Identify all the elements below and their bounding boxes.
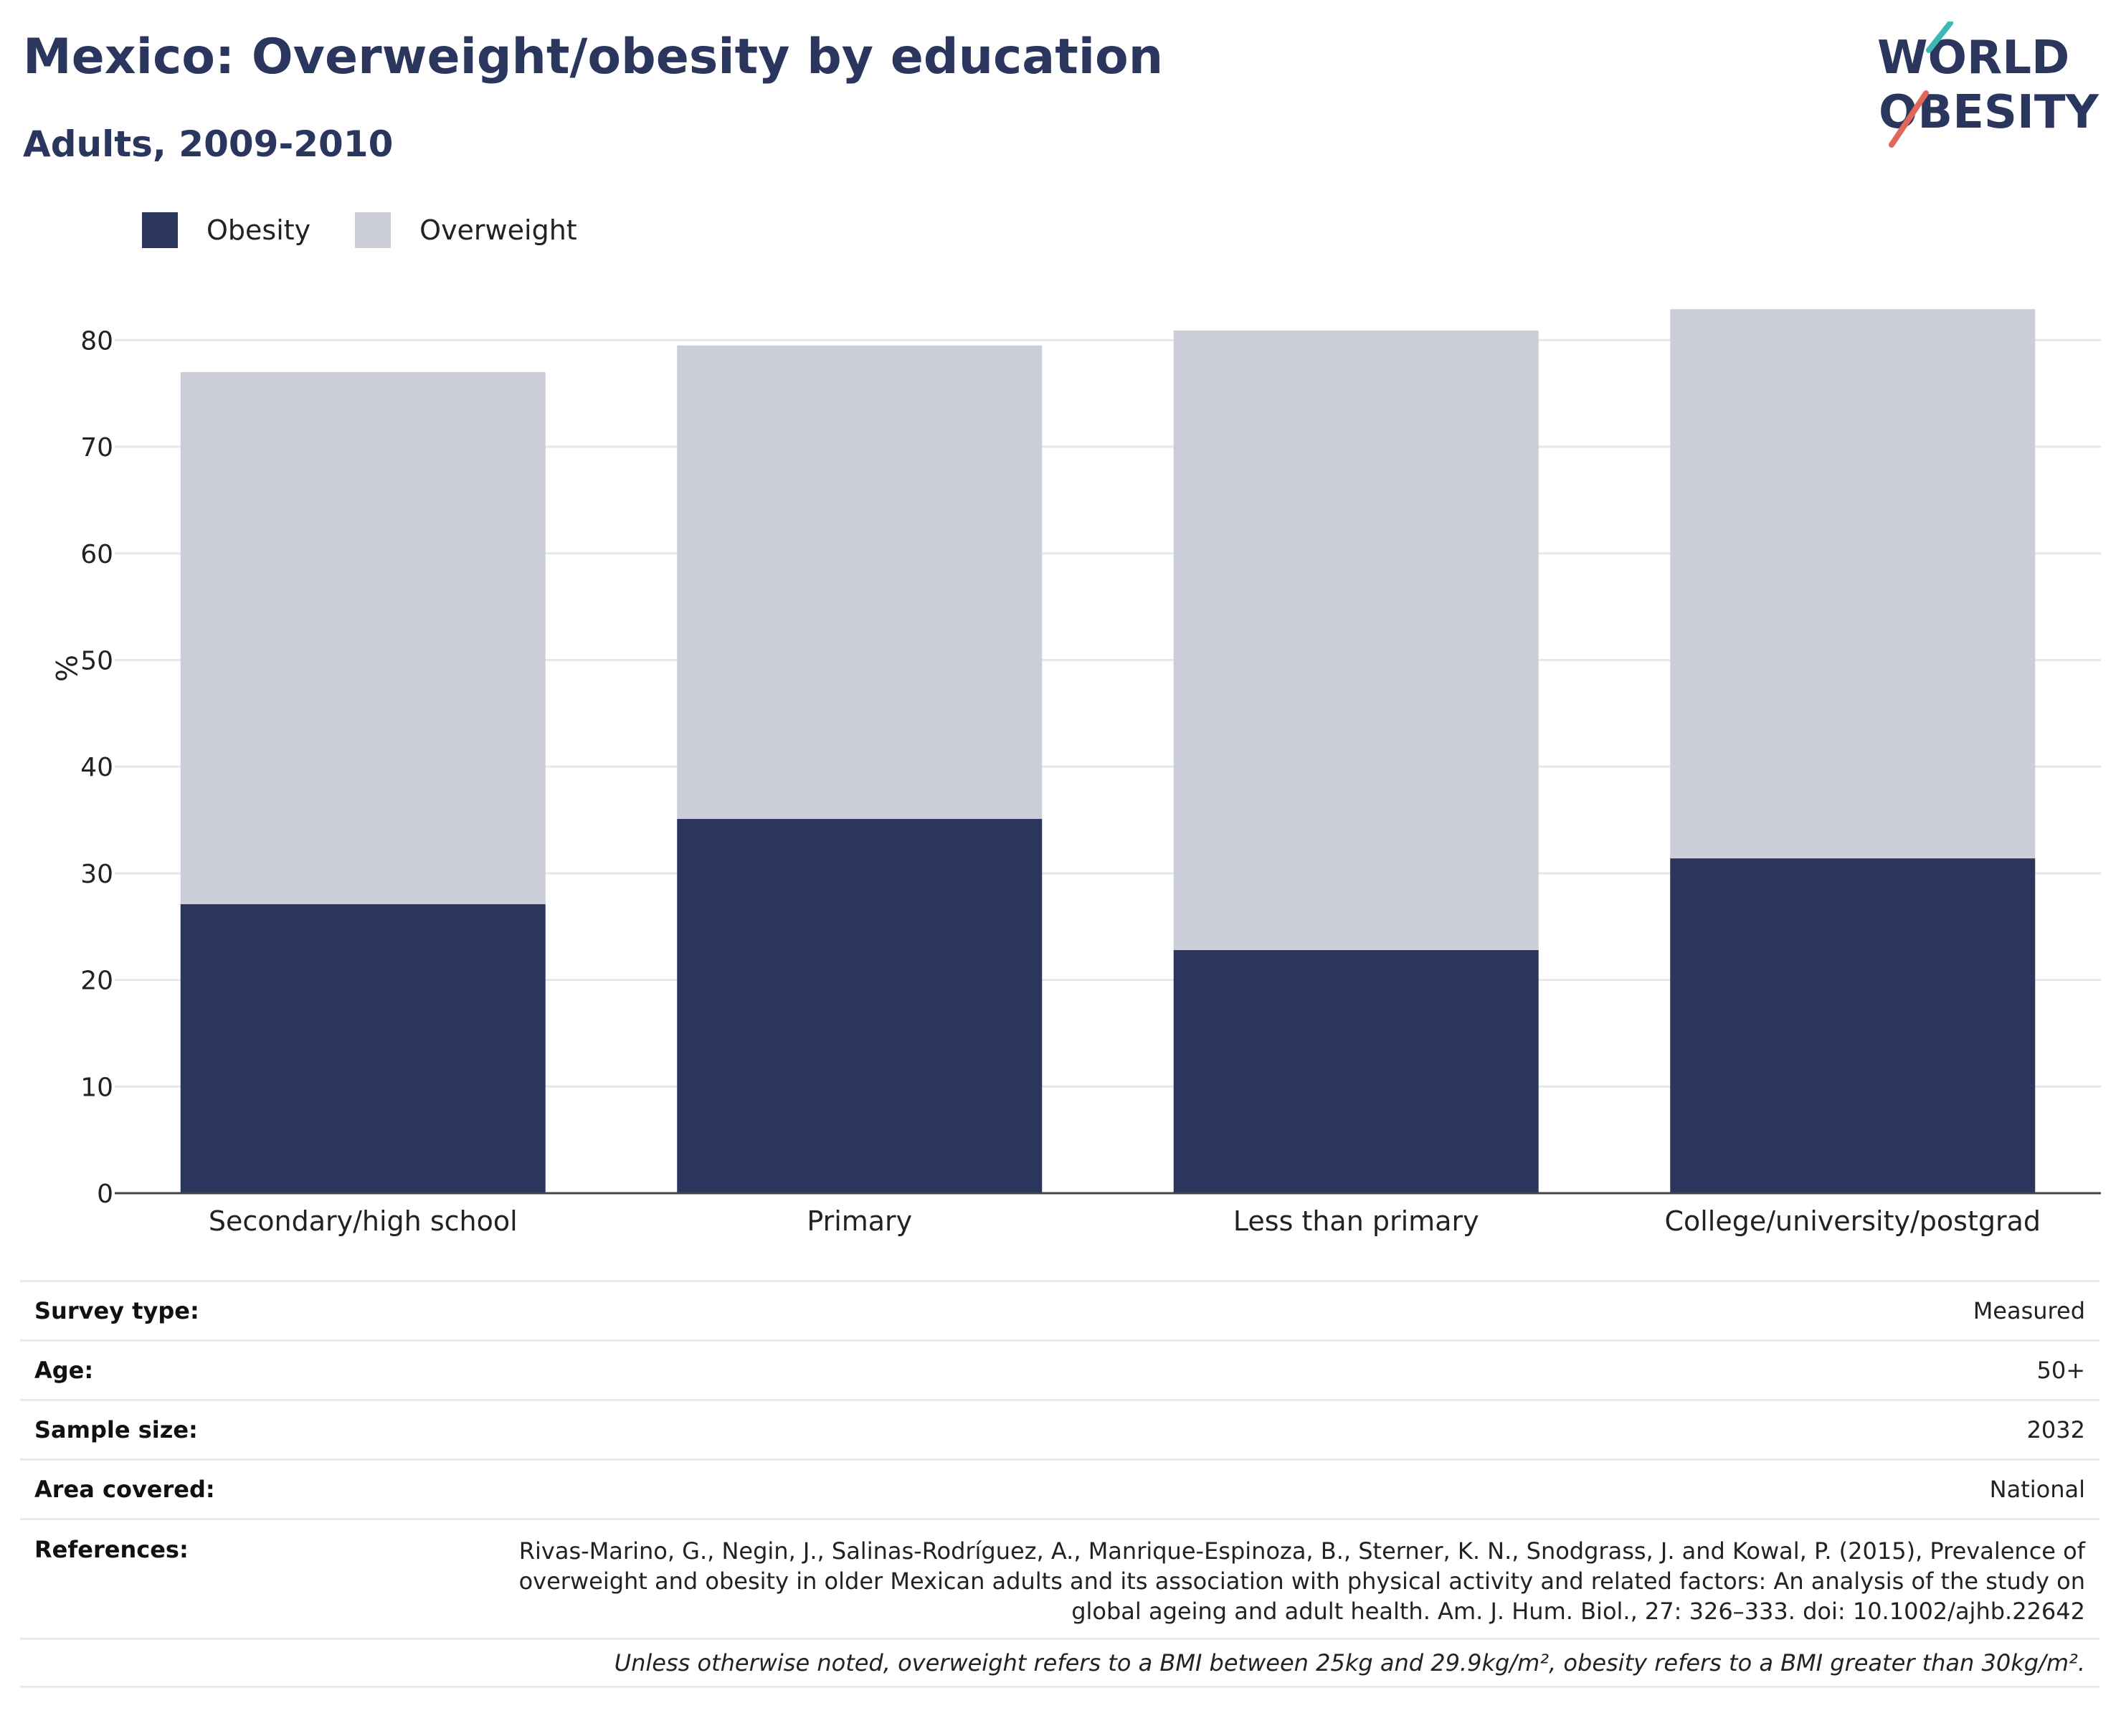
info-row-area-covered: Area covered: National (20, 1458, 2099, 1518)
y-tick-label-80: 80 (80, 326, 113, 356)
info-row-sample-size: Sample size: 2032 (20, 1399, 2099, 1458)
y-tick-label-10: 10 (80, 1073, 113, 1102)
info-value-age: 50+ (2036, 1357, 2085, 1384)
legend-swatch-overweight (355, 212, 392, 248)
y-tick-label-60: 60 (80, 540, 113, 569)
world-obesity-logo: WORLD OBESITY (1877, 22, 2099, 148)
legend-item-overweight[interactable]: Overweight (355, 212, 577, 248)
bmi-definition-note-row: Unless otherwise noted, overweight refer… (20, 1638, 2099, 1688)
info-label-area-covered: Area covered: (34, 1476, 215, 1503)
legend-label-obesity: Obesity (207, 214, 311, 246)
bar-overweight-2 (677, 345, 1043, 820)
y-tick-label-40: 40 (80, 753, 113, 782)
logo-teal-slash (1926, 22, 1953, 53)
bar-overweight-3 (1173, 330, 1539, 950)
y-tick-label-30: 30 (80, 860, 113, 889)
y-tick-label-70: 70 (80, 433, 113, 463)
reference-line-2: overweight and obesity in older Mexican … (518, 1567, 2085, 1595)
stacked-bar-chart: 0 10 20 30 40 50 60 70 80% Secondary/high school P… (49, 309, 2101, 1237)
bar-obesity-3 (1173, 949, 1539, 1193)
x-category-label-4: College/university/postgrad (1664, 1205, 2041, 1237)
x-category-label-1: Secondary/high school (209, 1205, 518, 1237)
logo-coral-slash (1889, 90, 1929, 148)
y-tick-label-0: 0 (97, 1180, 113, 1209)
bar-overweight-1 (180, 371, 546, 905)
chart-legend: Obesity Overweight (142, 212, 622, 248)
bar-obesity-2 (677, 819, 1043, 1193)
legend-item-obesity[interactable]: Obesity (142, 212, 310, 248)
legend-label-overweight: Overweight (419, 214, 577, 246)
info-label-survey-type: Survey type: (34, 1297, 199, 1324)
reference-line-3: global ageing and adult health. Am. J. H… (1071, 1598, 2085, 1625)
bar-obesity-1 (180, 904, 546, 1193)
survey-info-table: Survey type: Measured Age: 50+ Sample si… (20, 1280, 2099, 1688)
x-category-label-2: Primary (807, 1205, 912, 1237)
bar-overweight-4 (1670, 309, 2036, 859)
info-row-age: Age: 50+ (20, 1339, 2099, 1399)
info-value-survey-type: Measured (1973, 1297, 2085, 1324)
info-label-age: Age: (34, 1357, 94, 1384)
legend-swatch-obesity (142, 212, 178, 248)
y-tick-label-20: 20 (80, 967, 113, 996)
chart-title: Mexico: Overweight/obesity by education (23, 29, 1164, 85)
bar-obesity-4 (1670, 858, 2036, 1193)
y-axis-label: % (49, 655, 82, 682)
chart-subtitle: Adults, 2009-2010 (23, 123, 394, 165)
info-value-sample-size: 2032 (2026, 1416, 2085, 1443)
info-row-references: References: Rivas-Marino, G., Negin, J.,… (20, 1518, 2099, 1638)
logo-word-world: WORLD (1877, 32, 2069, 85)
info-value-area-covered: National (1989, 1476, 2085, 1503)
y-tick-label-50: 50 (80, 646, 113, 675)
info-label-sample-size: Sample size: (34, 1416, 198, 1443)
reference-line-1: Rivas-Marino, G., Negin, J., Salinas-Rod… (518, 1537, 2085, 1565)
info-label-references: References: (34, 1536, 189, 1563)
info-value-references: Rivas-Marino, G., Negin, J., Salinas-Rod… (436, 1536, 2085, 1626)
bmi-definition-note: Unless otherwise noted, overweight refer… (614, 1649, 2085, 1676)
x-category-label-3: Less than primary (1233, 1205, 1479, 1237)
info-row-survey-type: Survey type: Measured (20, 1280, 2099, 1339)
